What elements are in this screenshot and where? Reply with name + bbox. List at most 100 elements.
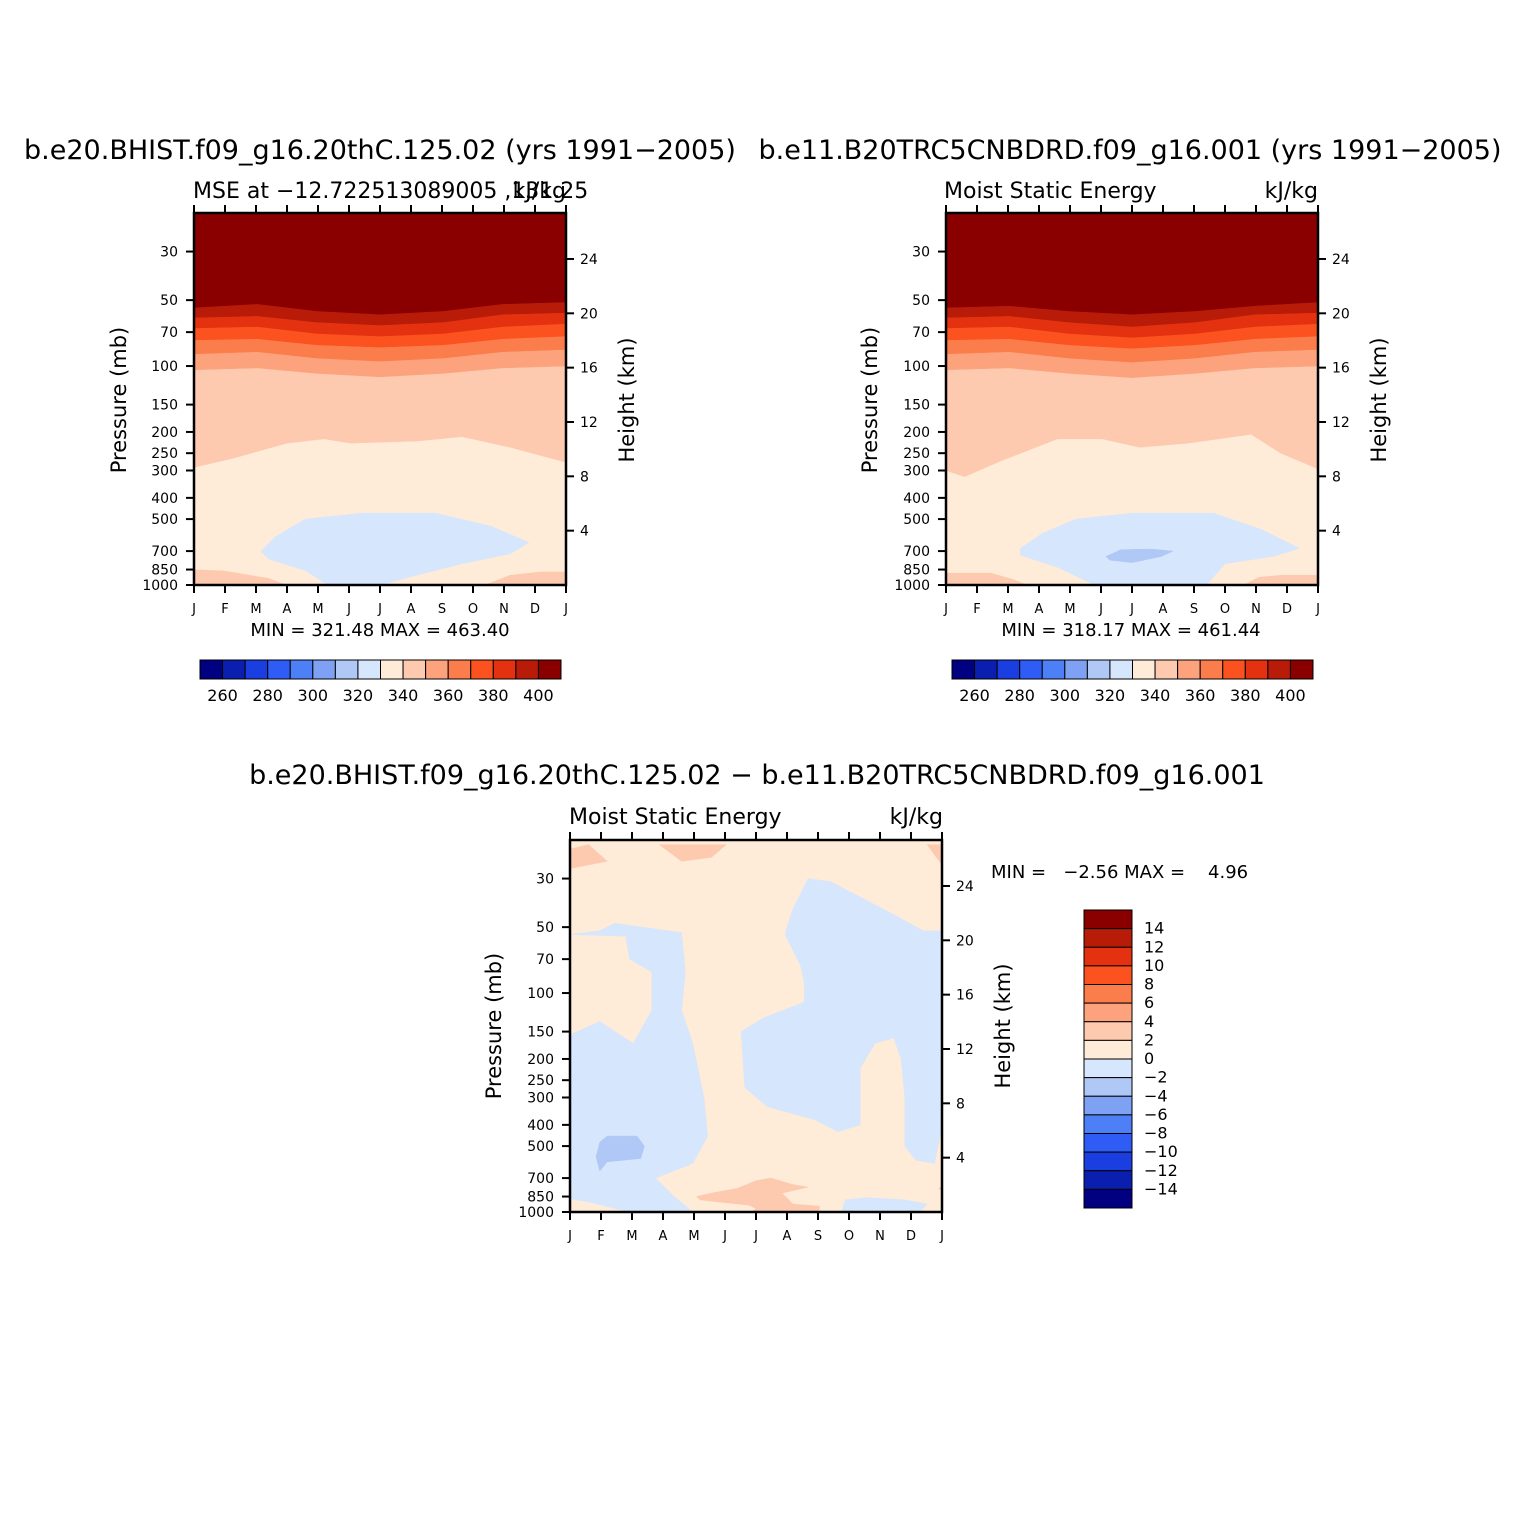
colorbar: 260 280 300 320 340 360 380 400: [199, 659, 562, 705]
colorbar-swatch: [1083, 1095, 1133, 1116]
contour-region: [926, 844, 942, 866]
x-tick-label: M: [626, 1229, 637, 1244]
colorbar-swatch: [974, 659, 998, 680]
colorbar-label: 300: [298, 686, 329, 705]
x-tick-label: J: [943, 602, 948, 617]
colorbar-label: 4: [1144, 1012, 1154, 1031]
y-tick-label: 1000: [894, 578, 930, 594]
y-tick-label: 200: [527, 1052, 554, 1068]
y2-tick-label: 16: [956, 988, 974, 1004]
y-tick-label: 30: [912, 245, 930, 261]
colorbar-swatch: [1083, 1058, 1133, 1079]
x-tick-label: J: [1098, 602, 1103, 617]
panel-title: b.e20.BHIST.f09_g16.20thC.125.02 − b.e11…: [249, 760, 1265, 791]
x-tick-label: J: [377, 602, 382, 617]
min-max-label: MIN = 321.48 MAX = 463.40: [250, 620, 509, 641]
x-tick-label: F: [973, 602, 980, 617]
min-max-label: MIN = 318.17 MAX = 461.44: [1001, 620, 1260, 641]
y2-tick-label: 20: [1332, 306, 1350, 322]
y-tick-label: 30: [160, 245, 178, 261]
x-tick-label: O: [844, 1229, 854, 1244]
x-tick-label: S: [438, 602, 446, 617]
colorbar-swatch: [244, 659, 269, 680]
x-tick-label: A: [1035, 602, 1044, 617]
panel-subtitle-left: Moist Static Energy: [944, 179, 1157, 204]
x-tick-label: J: [563, 602, 568, 617]
x-tick-label: M: [1002, 602, 1013, 617]
colorbar-swatch: [1086, 659, 1111, 680]
colorbar-swatch: [289, 659, 314, 680]
contour-surface-band: [1243, 574, 1318, 585]
y2-tick-label: 16: [1332, 361, 1350, 377]
y-axis-title: Pressure (mb): [858, 327, 882, 474]
panel-title: b.e20.BHIST.f09_g16.20thC.125.02 (yrs 19…: [24, 135, 736, 166]
y-tick-label: 50: [160, 293, 178, 309]
x-tick-label: D: [1282, 602, 1292, 617]
colorbar-swatch: [537, 659, 562, 680]
x-tick-label: J: [753, 1229, 758, 1244]
colorbar-label: 360: [433, 686, 464, 705]
colorbar-label: 400: [1275, 686, 1306, 705]
panel-subtitle-left: Moist Static Energy: [569, 805, 782, 830]
colorbar-swatch: [515, 659, 539, 680]
colorbar-label: 280: [1004, 686, 1035, 705]
colorbar-swatch: [1083, 1133, 1133, 1153]
colorbar-swatch: [1177, 659, 1201, 680]
colorbar-label: 260: [207, 686, 238, 705]
colorbar-swatch: [1109, 659, 1133, 680]
colorbar-swatch: [996, 659, 1021, 680]
y-tick-label: 500: [527, 1139, 554, 1155]
colorbar-swatch: [380, 659, 404, 680]
y-tick-label: 300: [151, 464, 178, 480]
contour-plot-area: J F M A M J J A S O N D J 30 50 70 100 150 200 250 300 400 500…: [518, 832, 974, 1244]
contour-region: [595, 1135, 645, 1172]
y-tick-label: 50: [536, 920, 554, 936]
contour-region: [570, 844, 608, 869]
y-tick-label: 850: [151, 563, 178, 579]
y-tick-label: 700: [527, 1171, 554, 1187]
x-tick-label: F: [597, 1229, 604, 1244]
colorbar-label: 280: [252, 686, 283, 705]
colorbar-label: 12: [1144, 937, 1164, 956]
colorbar-swatch: [1083, 1077, 1133, 1097]
y-tick-label: 200: [151, 425, 178, 441]
colorbar-label: −10: [1144, 1142, 1178, 1161]
colorbar-swatch: [1083, 1039, 1133, 1060]
y2-tick-label: 12: [1332, 415, 1350, 431]
x-tick-label: A: [783, 1229, 792, 1244]
y-axis-title: Pressure (mb): [482, 953, 506, 1100]
colorbar-swatch: [1083, 1021, 1133, 1041]
y2-tick-label: 12: [580, 415, 598, 431]
colorbar-label: 14: [1144, 919, 1164, 938]
x-tick-label: M: [1064, 602, 1075, 617]
colorbar-label: 340: [388, 686, 419, 705]
x-tick-label: N: [875, 1229, 885, 1244]
x-tick-label: A: [283, 602, 292, 617]
contour-fills: [946, 213, 1318, 585]
y-tick-label: 400: [151, 491, 178, 507]
y2-tick-label: 16: [580, 361, 598, 377]
y2-axis-title: Height (km): [615, 337, 639, 462]
y2-tick-label: 8: [956, 1096, 965, 1112]
x-tick-label: J: [567, 1229, 572, 1244]
y-tick-label: 700: [903, 544, 930, 560]
colorbar-label: 380: [478, 686, 509, 705]
y-tick-label: 700: [151, 544, 178, 560]
x-tick-label: O: [468, 602, 478, 617]
y-tick-label: 50: [912, 293, 930, 309]
x-tick-label: M: [250, 602, 261, 617]
y2-tick-label: 20: [956, 933, 974, 949]
colorbar-swatch: [1222, 659, 1246, 680]
x-tick-label: O: [1220, 602, 1230, 617]
y2-tick-label: 20: [580, 306, 598, 322]
colorbar-swatch: [1083, 1114, 1133, 1134]
y2-axis-title: Height (km): [1367, 337, 1391, 462]
y-tick-label: 250: [527, 1073, 554, 1089]
colorbar-label: −14: [1144, 1179, 1178, 1198]
colorbar-swatch: [1019, 659, 1043, 680]
y2-axis-title: Height (km): [991, 963, 1015, 1088]
colorbar-swatch: [357, 659, 381, 680]
y-tick-label: 100: [903, 359, 930, 375]
x-tick-label: M: [688, 1229, 699, 1244]
colorbar-swatch: [1083, 965, 1133, 985]
